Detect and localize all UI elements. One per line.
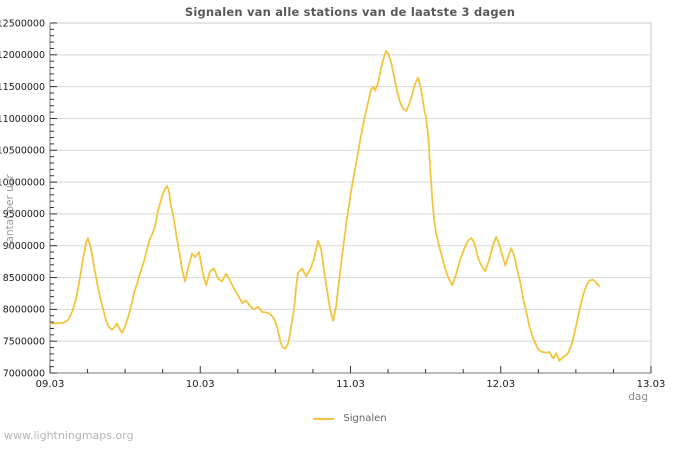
svg-text:10.03: 10.03 <box>186 379 215 390</box>
svg-text:09.03: 09.03 <box>36 379 65 390</box>
svg-text:12.03: 12.03 <box>486 379 515 390</box>
svg-text:9000000: 9000000 <box>3 241 45 252</box>
svg-text:8500000: 8500000 <box>3 273 45 284</box>
legend-label: Signalen <box>343 413 387 424</box>
watermark-text: www.lightningmaps.org <box>4 429 134 442</box>
svg-text:11.03: 11.03 <box>336 379 365 390</box>
svg-text:8000000: 8000000 <box>3 305 45 316</box>
legend: Signalen <box>0 413 700 424</box>
svg-text:12500000: 12500000 <box>0 18 45 29</box>
svg-text:12000000: 12000000 <box>0 50 45 61</box>
svg-text:7500000: 7500000 <box>3 336 45 347</box>
svg-text:11500000: 11500000 <box>0 82 45 93</box>
x-axis-label: dag <box>628 391 648 403</box>
y-axis-label: Aantal per uur <box>4 174 16 250</box>
legend-line-swatch <box>313 417 335 420</box>
svg-text:11000000: 11000000 <box>0 114 45 125</box>
svg-text:10000000: 10000000 <box>0 177 45 188</box>
svg-text:7000000: 7000000 <box>3 368 45 379</box>
svg-text:9500000: 9500000 <box>3 209 45 220</box>
svg-text:10500000: 10500000 <box>0 146 45 157</box>
chart-title: Signalen van alle stations van de laatst… <box>184 5 516 19</box>
svg-text:13.03: 13.03 <box>637 379 666 390</box>
